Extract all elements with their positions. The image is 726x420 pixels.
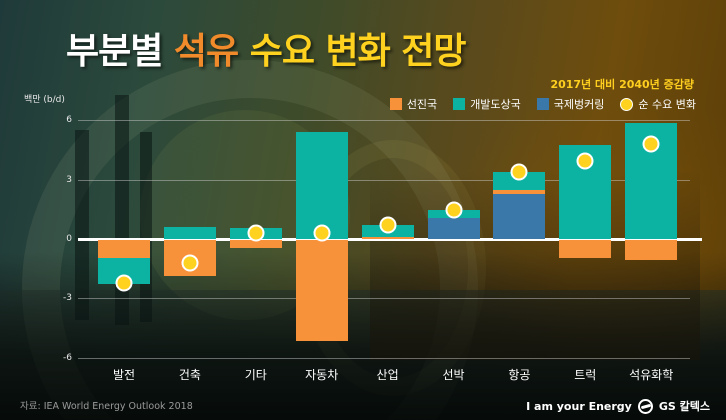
legend-item: 선진국	[389, 96, 438, 112]
net-change-marker	[379, 216, 397, 234]
brand-logo-text: GS 칼텍스	[658, 400, 710, 413]
x-category-label: 발전	[112, 368, 136, 382]
net-change-marker	[115, 274, 133, 292]
page-title: 부분별 석유 수요 변화 전망	[66, 22, 467, 74]
brand-tagline: I am your Energy	[526, 399, 632, 413]
bar-segment	[361, 237, 414, 239]
x-category-label: 석유화학	[629, 368, 674, 382]
bar-segment	[625, 240, 678, 260]
background-rig-leg	[140, 132, 152, 322]
x-category-label: 산업	[376, 368, 399, 382]
bar-segment	[493, 190, 546, 195]
gridline	[78, 298, 690, 300]
net-change-marker	[445, 201, 462, 219]
y-axis-unit: 백만 (b/d)	[24, 95, 65, 105]
bar-segment	[295, 240, 348, 341]
y-tick-label: 6	[66, 115, 72, 126]
chart-legend: 선진국 개발도상국 국제벙커링 순 수요 변화	[389, 96, 696, 112]
gs-logo-icon	[637, 398, 653, 414]
net-change-marker	[642, 135, 660, 153]
bar-segment	[229, 240, 282, 248]
bar-segment	[163, 227, 216, 239]
legend-label: 선진국	[406, 98, 438, 111]
legend-swatch-icon	[536, 98, 549, 110]
chart-subtitle: 2017년 대비 2040년 증감량	[550, 78, 694, 91]
x-category-label: 선박	[442, 368, 465, 382]
bar-segment	[559, 240, 612, 258]
background-rig-leg	[75, 130, 89, 320]
gridline	[78, 179, 690, 181]
bar-segment	[98, 240, 150, 258]
bar-segment	[493, 194, 546, 239]
gridline	[78, 120, 690, 122]
legend-item: 순 수요 변화	[620, 96, 696, 112]
y-tick-label: 3	[66, 174, 72, 185]
net-change-marker	[181, 254, 199, 272]
legend-label: 국제벙커링	[553, 98, 605, 111]
legend-dot-icon	[620, 97, 634, 111]
legend-label: 개발도상국	[470, 98, 521, 111]
source-note: 자료: IEA World Energy Outlook 2018	[20, 401, 193, 412]
y-tick-label: -6	[63, 352, 72, 363]
net-change-marker	[510, 163, 528, 181]
net-change-marker	[313, 224, 331, 242]
x-category-label: 트럭	[574, 368, 597, 382]
y-tick-label: -3	[63, 293, 72, 304]
net-change-marker	[576, 152, 594, 170]
title-part-3: 수요 변화 전망	[249, 31, 467, 72]
legend-swatch-icon	[453, 98, 466, 110]
x-category-label: 기타	[244, 368, 267, 382]
legend-item: 개발도상국	[453, 96, 521, 112]
zero-baseline	[78, 237, 702, 241]
legend-item: 국제벙커링	[536, 96, 605, 112]
legend-swatch-icon	[389, 98, 402, 110]
title-part-1: 부분별	[66, 31, 163, 72]
bar-segment	[493, 171, 546, 191]
bar-segment	[295, 132, 348, 239]
y-tick-label: 0	[66, 234, 72, 244]
bar-segment	[427, 218, 480, 239]
x-category-label: 항공	[508, 368, 531, 382]
legend-label: 순 수요 변화	[638, 98, 696, 111]
x-category-label: 건축	[178, 368, 201, 382]
gridline	[78, 357, 690, 359]
brand-footer: I am your Energy GS 칼텍스	[526, 398, 710, 414]
title-part-2: 석유	[173, 31, 239, 72]
x-category-label: 자동차	[305, 368, 339, 382]
net-change-marker	[247, 224, 265, 242]
